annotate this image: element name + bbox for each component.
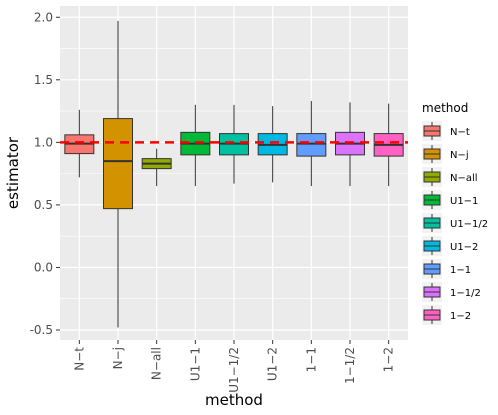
legend-label: N−t [450,127,470,138]
y-tick-label: 1.5 [34,73,53,87]
x-axis-title: method [205,391,263,409]
legend-items: N−t N−j N−all U1−1 U1−1/2 U1−2 1−1 1−1/2 1−2 [422,121,488,325]
legend-title: method [422,101,468,115]
x-tick-label: N−all [150,347,164,380]
box-U1−2 [257,106,288,183]
box-1−1/2 [335,102,365,187]
legend-label: 1−2 [450,311,471,322]
legend-label: N−all [450,173,478,184]
x-axis-ticks: N−t N−j N−all U1−1 U1−1/2 U1−2 1−1 1−1/2 1−2 [72,340,396,393]
box-series [64,21,404,328]
legend-label: U1−2 [450,242,478,253]
legend: method N−t N−j N−all U1−1 U1−1/2 U1−2 1−1 1−1/2… [422,101,488,325]
legend-label: 1−1 [450,265,471,276]
legend-item: U1−1/2 [422,213,488,233]
legend-item: 1−1/2 [422,282,481,302]
x-tick-label: N−j [111,347,125,369]
legend-item: N−j [422,144,469,164]
box-U1−1/2 [219,104,249,184]
legend-item: U1−1 [422,190,478,210]
box-N−all [141,148,172,187]
legend-label: U1−1/2 [450,219,488,230]
legend-item: 1−1 [422,259,471,279]
legend-label: 1−1/2 [450,288,481,299]
legend-item: U1−2 [422,236,478,256]
y-tick-label: 1.0 [34,135,53,149]
y-tick-label: 0.5 [34,198,53,212]
x-tick-label: U1−1/2 [227,347,241,393]
x-tick-label: U1−1 [188,347,202,381]
box-N−t [64,109,95,178]
box-body [103,118,133,210]
legend-item: 1−2 [422,305,471,325]
x-tick-label: 1−1 [304,347,318,372]
legend-item: N−t [422,121,470,141]
box-1−1 [296,101,327,187]
y-tick-label: 2.0 [34,10,53,24]
x-tick-label: N−t [72,347,86,371]
box-N−j [103,21,133,328]
legend-label: U1−1 [450,196,478,207]
x-tick-label: 1−1/2 [343,347,357,384]
box-body [296,133,327,157]
legend-label: N−j [450,150,469,161]
x-tick-label: U1−2 [266,347,280,381]
legend-item: N−all [422,167,478,187]
box-1−2 [373,103,404,187]
y-axis-ticks: -0.5 0.0 0.5 1.0 1.5 2.0 [30,10,60,337]
x-tick-label: 1−2 [382,347,396,372]
y-tick-label: -0.5 [30,323,53,337]
box-U1−1 [180,104,211,187]
y-axis-title: estimator [4,136,22,209]
y-tick-label: 0.0 [34,260,53,274]
